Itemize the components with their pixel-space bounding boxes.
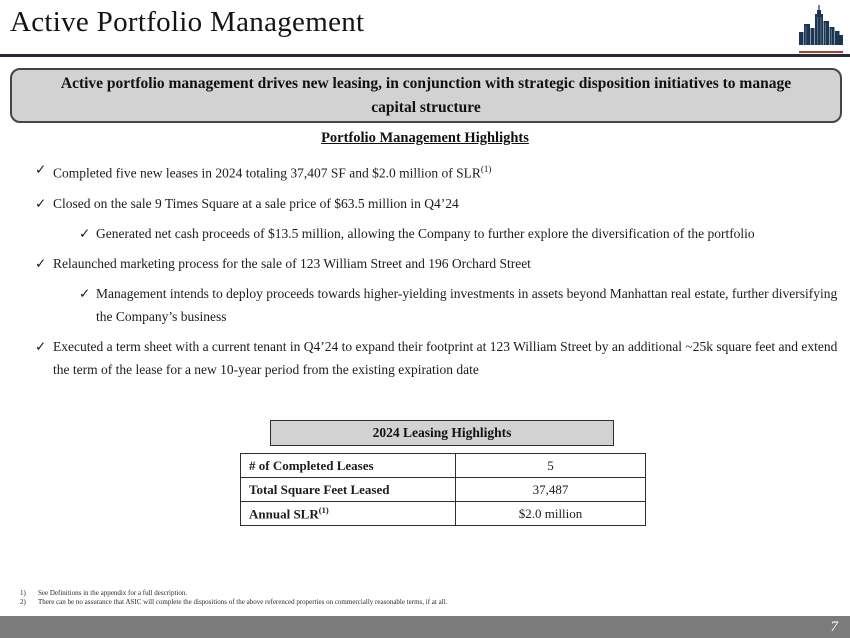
footnote-text: There can be no assurance that ASIC will…	[38, 597, 448, 606]
key-message-text: Active portfolio management drives new l…	[60, 75, 792, 116]
row-value: 5	[455, 453, 646, 478]
footnote-number: 2)	[20, 597, 26, 606]
footer-bar: 7	[0, 616, 850, 638]
company-logo: American Strategic Investment Co.	[797, 5, 846, 57]
bullet-text: Executed a term sheet with a current ten…	[53, 338, 838, 377]
checkmark-icon: ✓	[35, 195, 47, 211]
table-row: Annual SLR(1) $2.0 million	[240, 501, 646, 526]
row-label: Total Square Feet Leased	[240, 477, 456, 502]
table-row: # of Completed Leases 5	[240, 453, 646, 478]
sub-bullet-item: ✓ Management intends to deploy proceeds …	[0, 282, 850, 328]
bullet-text: Relaunched marketing process for the sal…	[53, 255, 531, 271]
footnote-text: See Definitions in the appendix for a fu…	[38, 589, 188, 597]
logo-divider	[799, 51, 843, 53]
page-number: 7	[830, 619, 839, 635]
checkmark-icon: ✓	[79, 285, 91, 301]
leasing-table: # of Completed Leases 5 Total Square Fee…	[240, 453, 646, 526]
bullet-text: Generated net cash proceeds of $13.5 mil…	[96, 225, 755, 241]
footnote-line: 2) There can be no assurance that ASIC wi…	[20, 598, 840, 607]
checkmark-icon: ✓	[35, 338, 47, 354]
footnote-ref: (1)	[480, 164, 492, 174]
section-heading: Portfolio Management Highlights	[321, 130, 529, 146]
footnote-line: 1) See Definitions in the appendix for a …	[20, 589, 840, 598]
footnotes: 1) See Definitions in the appendix for a …	[20, 589, 840, 606]
bullet-text: Closed on the sale 9 Times Square at a s…	[53, 195, 459, 211]
checkmark-icon: ✓	[79, 225, 91, 241]
page-title: Active Portfolio Management	[10, 6, 365, 38]
bullet-list: ✓ Completed five new leases in 2024 tota…	[0, 158, 850, 388]
footnote-ref: (1)	[318, 504, 329, 515]
checkmark-icon: ✓	[35, 255, 47, 271]
skyline-icon	[799, 5, 843, 45]
bullet-item: ✓ Relaunched marketing process for the s…	[0, 252, 850, 275]
key-message-banner: Active portfolio management drives new l…	[10, 68, 842, 123]
title-divider	[0, 54, 850, 57]
footnote-number: 1)	[20, 589, 26, 597]
row-label: # of Completed Leases	[240, 453, 456, 478]
table-row: Total Square Feet Leased 37,487	[240, 477, 646, 502]
bullet-item: ✓ Closed on the sale 9 Times Square at a…	[0, 192, 850, 215]
row-value: 37,487	[455, 477, 646, 502]
bullet-text: Management intends to deploy proceeds to…	[96, 285, 838, 324]
sub-bullet-item: ✓ Generated net cash proceeds of $13.5 m…	[0, 222, 850, 245]
bullet-text: Completed five new leases in 2024 totali…	[53, 165, 481, 181]
leasing-table-title: 2024 Leasing Highlights	[270, 420, 614, 446]
row-value: $2.0 million	[455, 501, 646, 526]
bullet-item: ✓ Executed a term sheet with a current t…	[0, 335, 850, 381]
row-label: Annual SLR(1)	[240, 501, 456, 526]
checkmark-icon: ✓	[35, 162, 47, 177]
bullet-item: ✓ Completed five new leases in 2024 tota…	[0, 158, 850, 185]
